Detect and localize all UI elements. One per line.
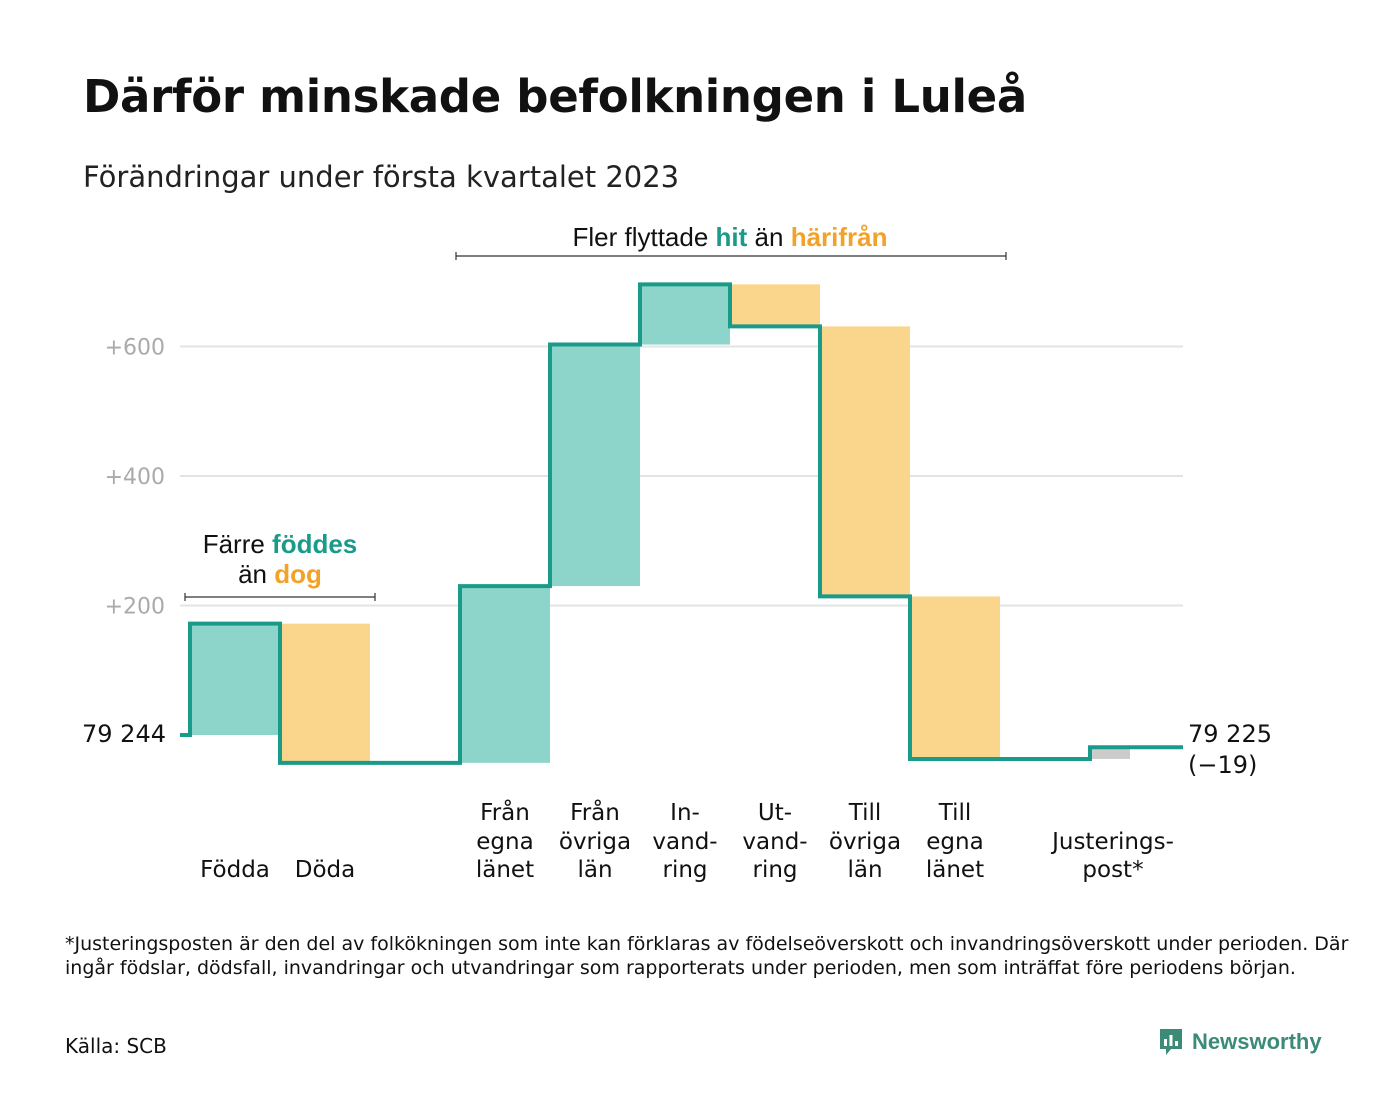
category-label: Till	[938, 800, 972, 826]
bar-4	[640, 284, 730, 345]
source: Källa: SCB	[65, 1034, 167, 1058]
start-value-label: 79 244	[82, 720, 166, 748]
end-value-label: 79 225	[1188, 720, 1272, 748]
category-label: egna	[926, 829, 983, 855]
newsworthy-logo-icon	[1160, 1029, 1182, 1055]
migration-annotation-text: Fler flyttade hit än härifrån	[572, 222, 887, 252]
y-axis-ticks: +200 +400 +600	[105, 336, 165, 620]
y-tick-label: +200	[105, 595, 165, 620]
waterfall-chart: +200+400+600 Födda DödaFrånegnalänetFrånö…	[82, 222, 1272, 883]
category-label: Döda	[295, 857, 355, 883]
category-label: Till	[848, 800, 882, 826]
category-label: ring	[752, 857, 797, 883]
category-label: Från	[480, 798, 530, 826]
migration-annotation: Fler flyttade hit än härifrån	[455, 222, 1007, 260]
bar-0	[190, 623, 280, 735]
category-label: län	[847, 857, 882, 883]
annotation-away: härifrån	[791, 222, 888, 252]
chart-subtitle: Förändringar under första kvartalet 2023	[83, 160, 680, 194]
category-label: egna	[476, 829, 533, 855]
grid-lines	[180, 345, 1183, 607]
chart-title: Därför minskade befolkningen i Luleå	[83, 70, 1027, 123]
footnote: *Justeringsposten är den del av folkökni…	[65, 933, 1349, 979]
bar-2	[460, 586, 550, 763]
brand-name: Newsworthy	[1192, 1029, 1322, 1054]
births-annotation: Färre föddes än dog	[184, 529, 376, 601]
y-tick-label: +400	[105, 465, 165, 490]
category-label: övriga	[829, 829, 901, 855]
category-label: Födda	[200, 857, 270, 883]
category-label: Från	[570, 798, 620, 826]
category-label: övriga	[559, 829, 631, 855]
category-label: vand-	[742, 829, 807, 855]
brand: Newsworthy	[1158, 1027, 1322, 1057]
category-label: Justerings-	[1050, 829, 1174, 855]
bar-8	[1090, 747, 1130, 759]
category-label: post*	[1082, 857, 1143, 883]
waterfall-bars	[190, 284, 1130, 763]
bar-1	[280, 623, 370, 763]
category-label: ring	[662, 857, 707, 883]
bar-6	[820, 326, 910, 597]
bar-7	[910, 596, 1000, 759]
y-tick-label: +600	[105, 336, 165, 361]
category-label: länet	[926, 857, 984, 883]
category-label: In-	[670, 800, 700, 826]
bar-5	[730, 284, 820, 327]
annotation-hit: hit	[716, 222, 748, 252]
category-label: Ut-	[758, 800, 792, 826]
category-label: länet	[476, 857, 534, 883]
cumulative-step-line	[180, 282, 1183, 765]
bar-3	[550, 344, 640, 587]
end-change-label: (−19)	[1188, 751, 1257, 779]
category-labels: Födda DödaFrånegnalänetFrånövrigalänIn-va…	[200, 798, 1174, 883]
births-annotation-line1: Färre föddes	[203, 529, 358, 559]
category-label: län	[577, 857, 612, 883]
births-annotation-line2: än dog	[238, 559, 322, 589]
category-label: vand-	[652, 829, 717, 855]
